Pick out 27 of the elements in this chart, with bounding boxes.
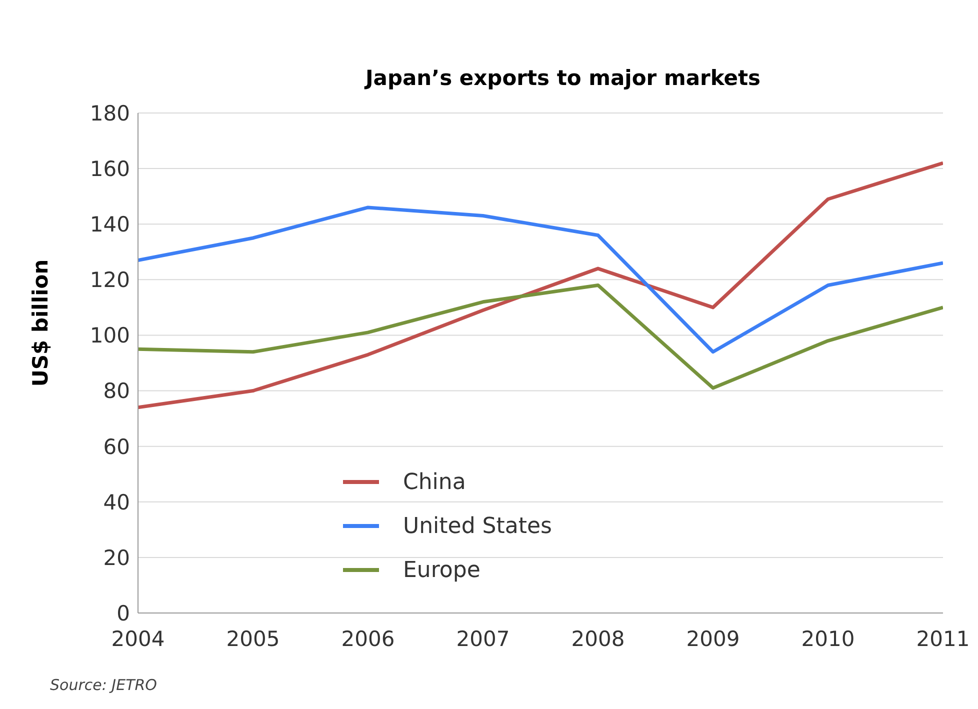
y-tick-label: 120 [90, 268, 130, 292]
y-tick-label: 0 [116, 601, 130, 626]
legend-label: United States [403, 514, 552, 538]
source-note: Source: JETRO [50, 676, 157, 694]
x-tick-label: 2010 [801, 626, 855, 651]
y-tick-label: 160 [90, 157, 130, 182]
line-series [138, 206, 943, 354]
y-tick-label: 20 [103, 546, 130, 570]
x-tick-label: 2006 [341, 626, 395, 651]
chart-title: Japan’s exports to major markets [363, 66, 762, 90]
y-tick-label: 140 [90, 212, 130, 237]
x-tick-label: 2005 [226, 626, 280, 651]
legend-label: Europe [403, 558, 480, 582]
line-series [138, 161, 943, 410]
y-tick-label: 180 [90, 101, 130, 126]
x-tick-label: 2011 [916, 626, 970, 651]
line-series [138, 283, 943, 390]
y-tick-label: 80 [103, 379, 130, 404]
x-tick-label: 2004 [111, 626, 165, 651]
x-tick-label: 2007 [456, 626, 510, 651]
x-tick-label: 2009 [686, 626, 740, 651]
y-tick-label: 40 [103, 490, 130, 514]
y-tick-label: 60 [103, 434, 130, 459]
legend-label: China [403, 470, 466, 494]
y-axis-title: US$ billion [28, 259, 52, 387]
y-tick-label: 100 [90, 324, 130, 348]
x-tick-label: 2008 [571, 626, 625, 651]
